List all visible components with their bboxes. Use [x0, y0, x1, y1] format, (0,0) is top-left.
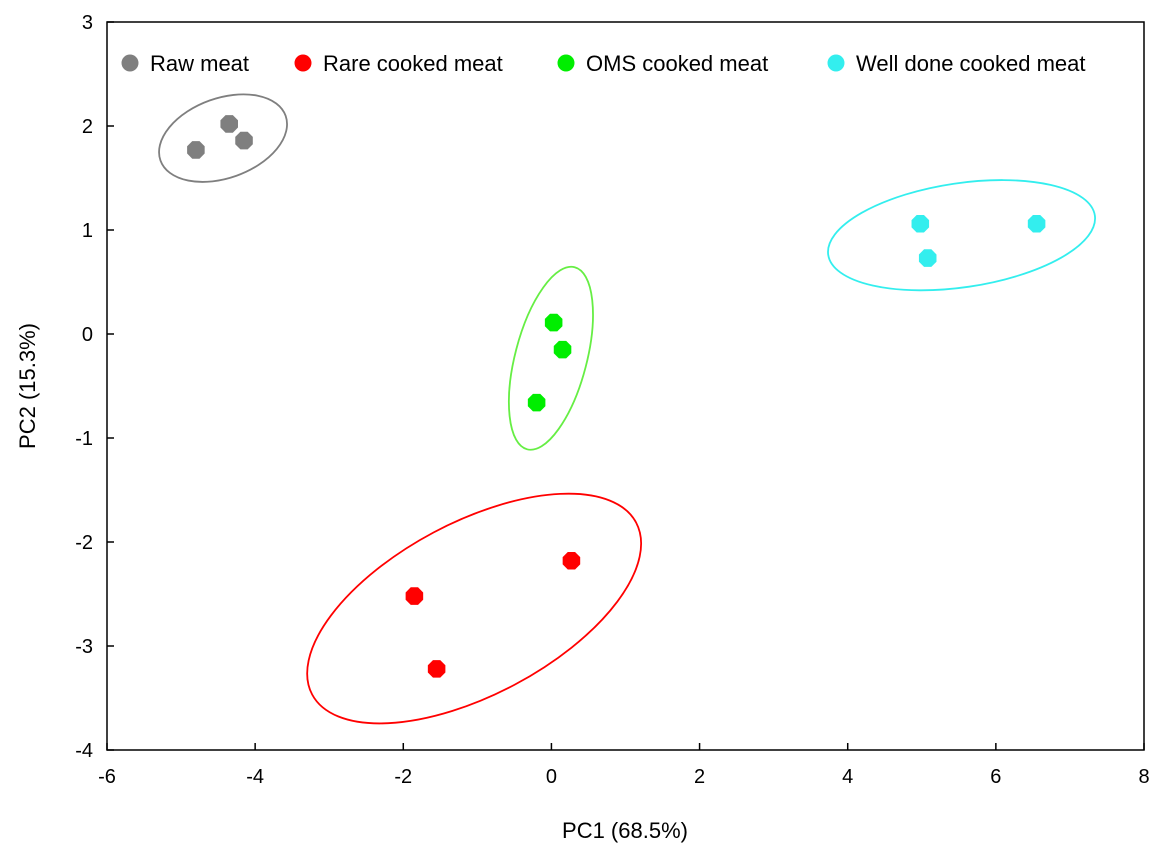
data-point [235, 131, 253, 150]
plot-frame [106, 21, 1145, 751]
legend-label: Raw meat [150, 51, 249, 76]
data-point [911, 214, 930, 233]
y-axis-title: PC2 (15.3%) [15, 323, 40, 449]
x-tick-label: 6 [990, 766, 1001, 788]
group-ellipse [158, 93, 288, 183]
data-point [544, 313, 563, 332]
data-point [405, 587, 424, 605]
x-tick-label: 0 [546, 766, 557, 788]
data-point [187, 141, 205, 159]
y-tick-label: -3 [75, 636, 93, 658]
legend-marker [294, 54, 312, 72]
y-tick-label: -2 [75, 532, 93, 554]
data-point [220, 115, 238, 133]
x-tick-label: 2 [694, 766, 705, 788]
group-ellipse [306, 492, 643, 725]
legend-marker [827, 54, 845, 72]
data-point [918, 249, 937, 267]
y-tick-label: -1 [75, 428, 93, 450]
y-tick-label: -4 [75, 740, 93, 762]
data-point [562, 551, 581, 570]
x-tick-label: 8 [1138, 766, 1149, 788]
legend-label: Well done cooked meat [856, 51, 1086, 76]
x-axis-title: PC1 (68.5%) [562, 818, 688, 843]
y-tick-label: 2 [82, 116, 93, 138]
legend-label: OMS cooked meat [586, 51, 768, 76]
group-ellipse [827, 179, 1096, 292]
y-tick-label: 1 [82, 220, 93, 242]
data-point [527, 393, 546, 412]
x-tick-label: -6 [98, 766, 116, 788]
x-tick-label: -2 [394, 766, 412, 788]
data-point [1027, 214, 1046, 233]
data-point [427, 660, 446, 678]
group-ellipse [508, 265, 594, 451]
x-tick-label: -4 [246, 766, 264, 788]
y-tick-label: 3 [82, 12, 93, 34]
y-tick-label: 0 [82, 324, 93, 346]
legend-marker [121, 54, 139, 72]
x-tick-label: 4 [842, 766, 853, 788]
legend-label: Rare cooked meat [323, 51, 503, 76]
legend-marker [557, 54, 575, 72]
data-point [553, 340, 572, 359]
